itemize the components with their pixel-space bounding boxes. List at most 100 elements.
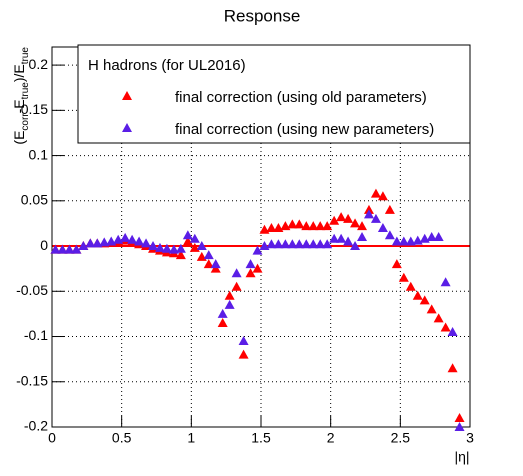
x-tick-label: 3 [466,430,474,446]
data-point [127,234,138,244]
data-point [245,259,256,269]
data-point [287,239,298,249]
data-point [252,263,263,273]
chart-title: Response [224,6,301,25]
data-point [92,238,103,248]
data-point [405,281,416,291]
data-point [433,313,444,323]
y-tick-label: 0.1 [29,146,49,162]
data-point [315,221,326,231]
data-point [357,221,368,231]
data-point [336,212,347,222]
data-point [370,188,381,198]
y-tick-label: -0.15 [16,372,48,388]
data-point [363,204,374,214]
data-point [405,236,416,246]
data-point [329,215,340,225]
legend-label: final correction (using new parameters) [175,121,434,138]
data-point [203,250,214,260]
data-point [161,243,172,253]
data-point [210,263,221,273]
data-point [301,239,312,249]
data-point [252,245,263,255]
data-point [301,221,312,231]
data-point [384,204,395,214]
data-point [322,239,333,249]
data-point [384,230,395,240]
data-point [231,268,242,278]
data-point [280,239,291,249]
data-point [412,290,423,300]
data-point [78,241,89,251]
y-tick-label: -0.05 [16,282,48,298]
data-point [182,230,193,240]
data-point [245,268,256,278]
data-point [64,244,75,254]
data-point [391,259,402,269]
x-axis-label: |η| [454,449,469,465]
data-point [217,317,228,327]
legend-marker [122,123,132,132]
data-point [266,239,277,249]
data-point [238,349,249,359]
y-label-part: )/E [11,64,27,82]
data-point [273,239,284,249]
data-point [168,244,179,254]
data-point [336,233,347,243]
x-tick-label: 2.5 [391,430,411,446]
data-point [370,213,381,223]
data-point [391,236,402,246]
data-point [308,221,319,231]
data-point [363,209,374,219]
data-point [148,241,159,251]
data-point [419,295,430,305]
data-point [329,233,340,243]
data-point [357,232,368,241]
legend-label: final correction (using old parameters) [175,89,427,106]
x-tick-label: 0 [48,430,56,446]
data-point [231,281,242,291]
x-tick-label: 1.5 [251,430,271,446]
y-tick-label: 0.05 [21,192,48,208]
y-axis-label: (Ecorr-Etrue)/Etrue [11,47,31,145]
data-point [175,243,186,253]
data-point [287,219,298,229]
data-point [154,242,165,252]
y-tick-label: 0 [40,237,48,253]
data-point [50,244,61,254]
data-point [350,241,361,251]
data-point [315,239,326,249]
data-point [57,244,68,254]
legend-marker [122,91,132,100]
data-point [141,238,152,248]
data-point [398,236,409,246]
x-tick-label: 0.5 [112,430,132,446]
legend-title: H hadrons (for UL2016) [88,57,246,74]
data-point [175,250,186,260]
y-tick-label: 0.15 [21,101,48,117]
data-point [343,236,354,246]
data-point [196,241,207,251]
data-point [189,233,200,243]
data-point [343,213,354,223]
data-point [224,299,235,309]
data-point [377,222,388,232]
data-point [440,322,451,332]
data-point [210,259,221,269]
data-point [182,236,193,246]
y-tick-label: -0.1 [24,327,48,343]
data-point [447,327,458,336]
y-label-part: (E [11,131,27,145]
data-point [350,218,361,228]
x-tick-label: 1 [187,430,195,446]
data-point [294,219,305,229]
x-tick-label: 2 [327,430,335,446]
data-point [447,363,458,373]
legend-box [77,44,471,144]
data-point [440,277,451,287]
data-point [224,290,235,300]
data-point [85,238,96,248]
data-point [454,422,465,431]
data-point [203,259,214,269]
